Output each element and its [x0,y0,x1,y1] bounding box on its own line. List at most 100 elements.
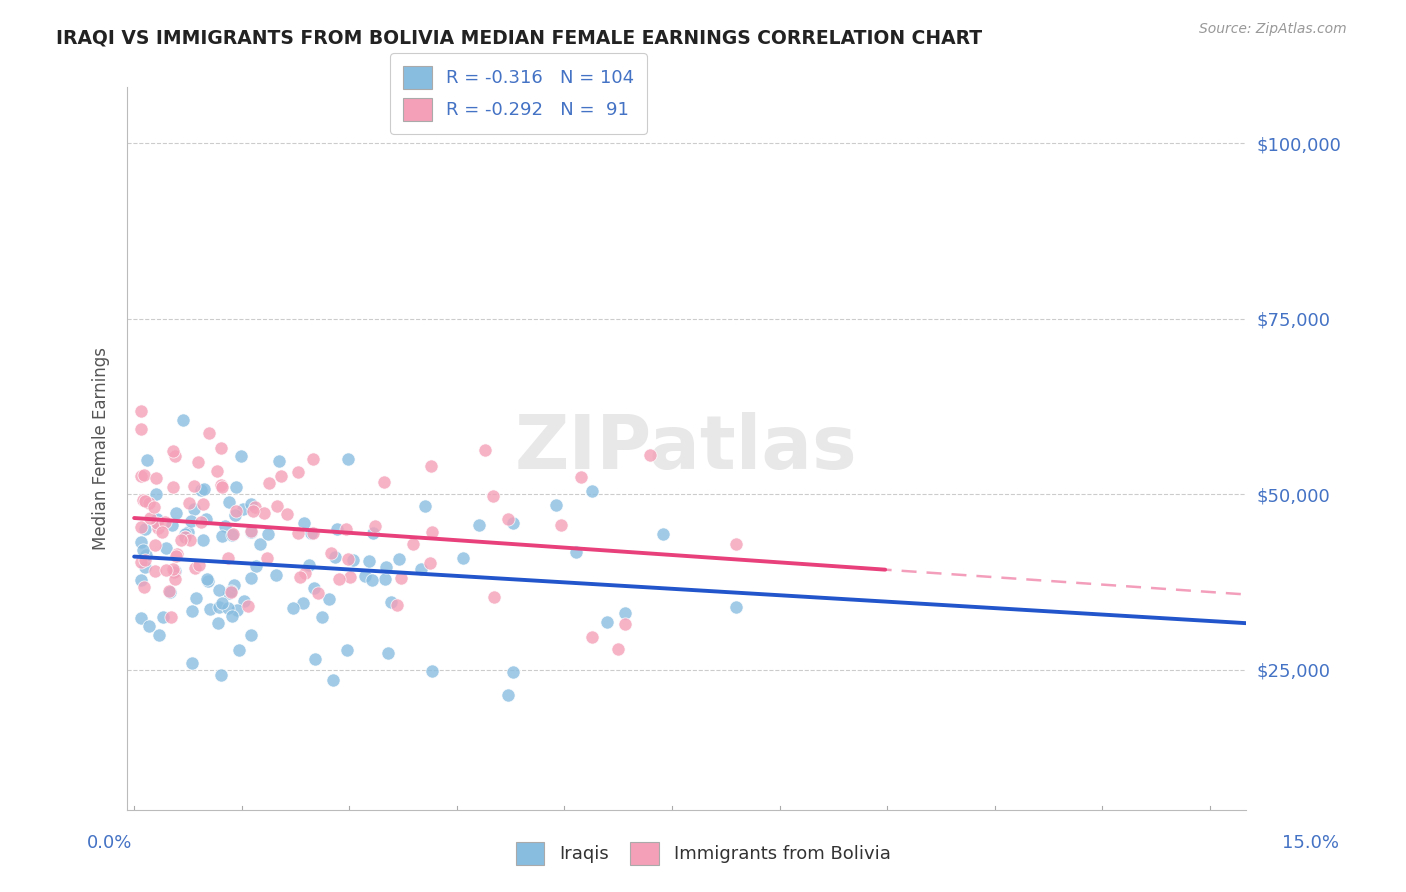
Point [281,600,304,615]
Point [267,454,290,468]
Point [221,608,243,623]
Point [270,469,292,483]
Point [569,469,592,483]
Point [339,570,361,584]
Point [160,610,183,624]
Point [179,533,201,547]
Point [160,518,183,533]
Point [225,603,247,617]
Point [232,501,254,516]
Point [550,518,572,533]
Point [482,590,505,604]
Point [221,528,243,542]
Point [581,631,603,645]
Point [307,585,329,599]
Point [181,604,204,618]
Point [174,526,197,541]
Point [380,595,402,609]
Point [360,574,382,588]
Point [418,556,440,570]
Point [174,531,197,545]
Point [294,566,316,580]
Point [165,565,187,579]
Point [131,422,153,436]
Point [177,525,200,540]
Point [132,543,155,558]
Point [131,469,153,483]
Point [159,585,181,599]
Point [451,551,474,566]
Point [311,610,333,624]
Point [481,489,503,503]
Point [131,534,153,549]
Point [183,479,205,493]
Point [190,515,212,529]
Point [208,582,231,597]
Point [319,546,342,560]
Point [134,560,156,574]
Point [134,553,156,567]
Point [214,519,236,533]
Point [165,549,187,563]
Point [564,545,586,559]
Point [225,504,247,518]
Point [183,502,205,516]
Point [224,508,246,522]
Point [359,554,381,568]
Point [374,572,396,586]
Point [239,524,262,538]
Point [387,551,409,566]
Point [301,451,323,466]
Point [134,522,156,536]
Point [198,602,221,616]
Point [145,487,167,501]
Text: Source: ZipAtlas.com: Source: ZipAtlas.com [1199,22,1347,37]
Text: ZIPatlas: ZIPatlas [515,412,858,485]
Point [256,551,278,566]
Point [239,497,262,511]
Point [249,537,271,551]
Point [163,565,186,579]
Point [179,496,201,510]
Point [152,610,174,624]
Point [354,569,377,583]
Point [239,524,262,539]
Point [290,570,312,584]
Point [197,425,219,440]
Point [243,500,266,514]
Point [211,480,233,494]
Point [207,615,229,630]
Point [153,515,176,529]
Point [336,643,359,657]
Point [502,665,524,679]
Y-axis label: Median Female Earnings: Median Female Earnings [93,347,110,550]
Point [162,443,184,458]
Point [302,581,325,595]
Point [163,572,186,586]
Point [292,596,315,610]
Point [229,449,252,463]
Point [222,578,245,592]
Point [138,619,160,633]
Point [188,558,211,573]
Point [208,599,231,614]
Point [146,521,169,535]
Point [298,558,321,573]
Point [652,527,675,541]
Point [225,480,247,494]
Point [166,506,188,520]
Point [328,572,350,586]
Point [467,518,489,533]
Point [240,571,263,585]
Point [245,559,267,574]
Point [191,533,214,547]
Point [413,499,436,513]
Point [253,506,276,520]
Point [209,441,232,455]
Point [496,512,519,526]
Point [322,673,344,687]
Point [191,497,214,511]
Point [135,548,157,562]
Point [304,652,326,666]
Point [301,525,323,540]
